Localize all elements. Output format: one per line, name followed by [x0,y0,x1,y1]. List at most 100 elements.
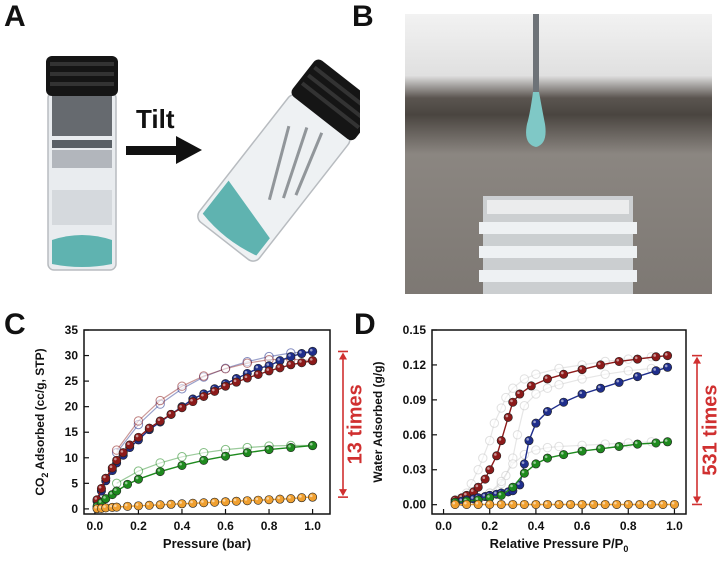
data-point-highlight [222,453,226,457]
data-point-highlight [98,485,102,489]
data-point-highlight [648,501,652,505]
data-point-highlight [475,501,479,505]
data-point [253,495,263,505]
data-point-highlight [309,358,313,361]
data-point [242,448,252,458]
data-point-highlight [94,506,98,509]
drop-photo [405,14,712,294]
data-point-highlight [664,353,668,356]
data-point [297,493,307,503]
data-point [199,391,209,401]
data-point-highlight [510,484,513,488]
data-point-highlight [127,442,130,446]
data-point [144,500,154,510]
data-point [623,366,633,376]
data-point-highlight [464,492,467,496]
data-point [512,430,523,440]
x-axis-label: Pressure (bar) [163,536,251,551]
x-tick-label: 0.0 [435,519,452,533]
data-point-highlight [94,497,98,500]
data-point-highlight [510,501,513,505]
series-orange-filled [450,499,679,509]
data-point [111,478,122,489]
data-point [663,351,673,361]
data-point [308,492,318,502]
data-point-highlight [299,350,302,354]
data-point-highlight [157,418,161,421]
data-point [188,397,198,407]
glass-bottle [479,196,637,294]
gel-drop [526,92,546,147]
data-point-highlight [212,388,215,392]
data-point [519,459,529,469]
data-point-highlight [561,371,564,375]
data-point [496,403,506,413]
data-point [633,439,643,449]
data-point-highlight [255,497,259,501]
data-point [524,436,534,446]
data-point-highlight [487,467,490,470]
data-point-highlight [222,499,226,502]
data-point-highlight [533,501,536,505]
data-point-highlight [98,500,102,503]
data-point-highlight [266,363,270,366]
data-point [112,455,122,465]
data-point [559,369,569,379]
series-line [116,444,313,484]
data-point-highlight [190,398,193,402]
data-point [577,365,587,375]
data-point [221,451,231,461]
data-point-highlight [109,504,113,508]
data-point-highlight [255,365,259,369]
data-point [614,377,624,387]
data-point [577,499,587,509]
data-point-highlight [653,440,656,443]
data-point-highlight [653,368,656,371]
data-point [633,372,643,382]
data-point [210,386,220,396]
data-point [669,499,679,509]
data-point [515,389,525,399]
data-point [480,474,490,484]
data-point [133,466,144,476]
data-point-highlight [653,354,656,357]
data-point-highlight [109,465,113,469]
data-point-highlight [526,438,529,441]
annotation-head [693,496,701,504]
x-tick-label: 0.2 [481,519,498,533]
data-point [651,352,661,362]
data-point [275,363,285,373]
data-point [133,432,143,442]
data-point-highlight [212,499,215,503]
y-tick-label: 10 [65,451,79,465]
series-line [116,350,313,454]
data-point [623,354,633,364]
data-point [166,409,176,419]
x-tick-label: 0.6 [574,519,591,533]
data-point [144,423,154,433]
x-tick-label: 0.2 [130,519,147,533]
data-point [559,397,569,407]
data-point [496,476,506,487]
data-point-highlight [179,462,182,466]
data-point-highlight [157,502,161,505]
x-tick-label: 0.8 [620,519,637,533]
data-point [133,501,143,511]
data-point-highlight [135,476,139,480]
data-point [253,369,263,379]
x-tick-label: 1.0 [304,519,321,533]
data-point [133,416,144,426]
data-point [554,499,564,509]
data-point-highlight [114,504,117,508]
data-point-highlight [135,434,139,438]
data-point [155,467,165,477]
data-point-highlight [103,505,106,508]
x-tick-label: 0.4 [528,519,545,533]
data-point [96,483,106,493]
data-point-highlight [482,476,486,480]
tilt-arrow [126,136,202,164]
y-tick-label: 30 [65,349,79,363]
data-point-highlight [556,501,559,505]
data-point-highlight [579,366,583,370]
